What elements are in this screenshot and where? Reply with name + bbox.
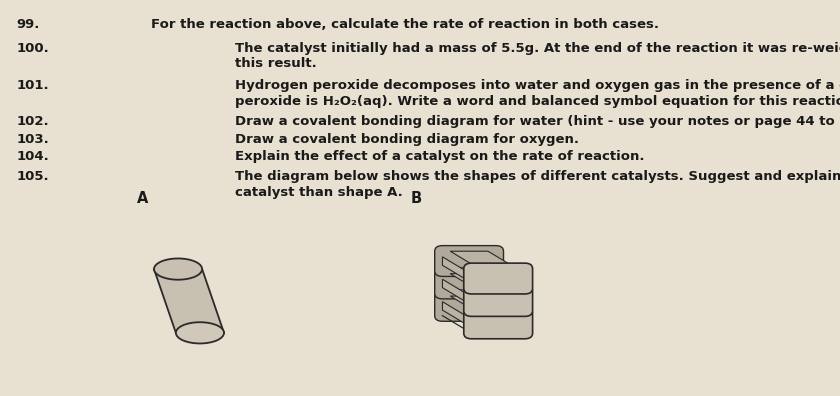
Polygon shape bbox=[443, 279, 471, 305]
FancyBboxPatch shape bbox=[435, 246, 503, 276]
Text: 102.: 102. bbox=[17, 115, 50, 128]
Ellipse shape bbox=[176, 322, 224, 343]
Polygon shape bbox=[450, 274, 517, 291]
Text: B: B bbox=[410, 191, 422, 206]
Polygon shape bbox=[450, 296, 517, 314]
FancyBboxPatch shape bbox=[486, 307, 511, 317]
FancyBboxPatch shape bbox=[464, 263, 533, 294]
Text: For the reaction above, calculate the rate of reaction in both cases.: For the reaction above, calculate the ra… bbox=[151, 18, 659, 31]
Text: this result.: this result. bbox=[235, 57, 317, 70]
Text: peroxide is H₂O₂(aq). Write a word and balanced symbol equation for this reactio: peroxide is H₂O₂(aq). Write a word and b… bbox=[235, 95, 840, 108]
FancyBboxPatch shape bbox=[456, 267, 481, 277]
Polygon shape bbox=[154, 269, 224, 333]
FancyBboxPatch shape bbox=[464, 286, 533, 316]
FancyBboxPatch shape bbox=[435, 268, 503, 299]
Text: 105.: 105. bbox=[17, 170, 50, 183]
Polygon shape bbox=[450, 251, 517, 269]
Text: A: A bbox=[137, 191, 149, 206]
FancyBboxPatch shape bbox=[464, 308, 533, 339]
Text: 103.: 103. bbox=[17, 133, 50, 146]
Text: Explain the effect of a catalyst on the rate of reaction.: Explain the effect of a catalyst on the … bbox=[235, 150, 645, 164]
FancyBboxPatch shape bbox=[456, 290, 481, 299]
Text: 100.: 100. bbox=[17, 42, 50, 55]
Text: The diagram below shows the shapes of different catalysts. Suggest and explain w: The diagram below shows the shapes of di… bbox=[235, 170, 840, 183]
Text: The catalyst initially had a mass of 5.5g. At the end of the reaction it was re-: The catalyst initially had a mass of 5.5… bbox=[235, 42, 840, 55]
FancyBboxPatch shape bbox=[435, 290, 503, 321]
Text: Draw a covalent bonding diagram for oxygen.: Draw a covalent bonding diagram for oxyg… bbox=[235, 133, 580, 146]
Text: catalyst than shape A.: catalyst than shape A. bbox=[235, 186, 403, 199]
Text: 104.: 104. bbox=[17, 150, 50, 164]
Text: Hydrogen peroxide decomposes into water and oxygen gas in the presence of a cata: Hydrogen peroxide decomposes into water … bbox=[235, 79, 840, 92]
Text: 99.: 99. bbox=[17, 18, 40, 31]
FancyBboxPatch shape bbox=[486, 285, 511, 295]
Text: 101.: 101. bbox=[17, 79, 50, 92]
Text: Draw a covalent bonding diagram for water (hint - use your notes or page 44 to h: Draw a covalent bonding diagram for wate… bbox=[235, 115, 840, 128]
Polygon shape bbox=[443, 257, 471, 283]
Ellipse shape bbox=[154, 259, 202, 280]
Polygon shape bbox=[443, 302, 471, 327]
